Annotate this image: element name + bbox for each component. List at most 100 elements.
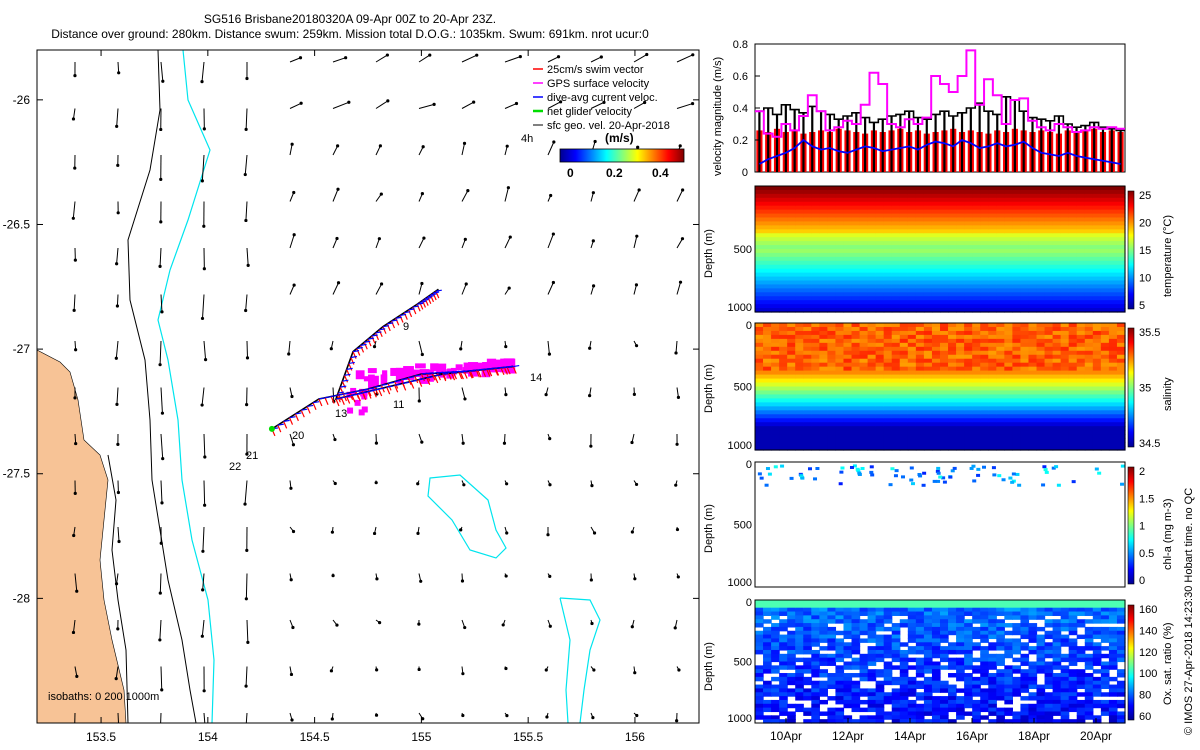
temperature-cell bbox=[1044, 300, 1054, 305]
temperature-cell bbox=[883, 197, 893, 203]
salinity-cell bbox=[923, 402, 933, 407]
oxygen-cell bbox=[1012, 711, 1022, 716]
salinity-cell bbox=[940, 323, 949, 328]
geo-vector-head bbox=[114, 677, 118, 681]
oxygen-cell bbox=[1020, 607, 1030, 613]
salinity-cell bbox=[1004, 418, 1013, 423]
temperature-cell bbox=[1036, 260, 1046, 266]
oxygen-cell bbox=[843, 676, 853, 682]
temperature-cell bbox=[1100, 308, 1110, 313]
geo-vector-head bbox=[588, 346, 592, 350]
oxygen-cell bbox=[948, 719, 957, 724]
temperature-cell bbox=[755, 217, 764, 223]
salinity-cell bbox=[1044, 330, 1054, 336]
geo-vector-head bbox=[292, 190, 296, 195]
salinity-cell bbox=[988, 434, 997, 439]
salinity-colorbar bbox=[1127, 327, 1135, 448]
swim-vector bbox=[426, 377, 431, 386]
temperature-cell bbox=[1100, 280, 1110, 286]
temperature-cell bbox=[1084, 221, 1094, 226]
salinity-cell bbox=[835, 334, 845, 340]
swim-vector bbox=[420, 373, 425, 382]
geo-vector-head bbox=[117, 539, 121, 544]
temperature-cell bbox=[1108, 197, 1118, 203]
oxygen-cell bbox=[907, 692, 917, 697]
temperature-cell bbox=[1012, 229, 1022, 234]
oxygen-cell bbox=[835, 699, 845, 705]
geo-vector bbox=[289, 102, 302, 109]
oxygen-cell bbox=[883, 699, 893, 705]
salinity-cell bbox=[795, 366, 804, 372]
temperature-cell bbox=[851, 193, 861, 199]
salinity-cell bbox=[795, 398, 804, 403]
salinity-cell bbox=[755, 434, 764, 439]
geo-vector-head bbox=[73, 491, 77, 495]
salinity-cell bbox=[1060, 382, 1070, 388]
salinity-cell bbox=[899, 323, 909, 328]
salinity-cell bbox=[891, 346, 901, 352]
temperature-cell bbox=[803, 252, 812, 258]
map-legend: 25cm/s swim vector GPS surface velocity … bbox=[521, 64, 685, 180]
oxygen-cell bbox=[964, 665, 973, 670]
gps-velocity-patch bbox=[355, 370, 365, 380]
salinity-cell bbox=[771, 342, 780, 348]
salinity-cell bbox=[1060, 410, 1070, 415]
temperature-cbar-tick: 5 bbox=[1139, 300, 1145, 312]
salinity-cell bbox=[859, 370, 869, 376]
temperature-cell bbox=[1092, 186, 1102, 191]
geo-vector bbox=[676, 54, 694, 63]
oxygen-cell bbox=[964, 699, 973, 705]
salinity-cell bbox=[915, 366, 925, 372]
oxygen-cell bbox=[843, 673, 853, 678]
salinity-cell bbox=[771, 402, 780, 407]
temperature-cell bbox=[940, 304, 949, 309]
temperature-cell bbox=[787, 221, 796, 226]
temperature-cell bbox=[1036, 264, 1046, 270]
oxygen-cell bbox=[996, 600, 1005, 605]
temperature-cell bbox=[803, 197, 812, 203]
swim-vector bbox=[324, 397, 329, 405]
oxygen-cell bbox=[851, 719, 861, 724]
temperature-cell bbox=[1076, 256, 1086, 262]
temperature-cell bbox=[899, 268, 909, 274]
salinity-cell bbox=[819, 350, 828, 356]
oxygen-cell bbox=[988, 703, 997, 709]
swim-vector bbox=[503, 367, 508, 375]
salinity-cell bbox=[1036, 398, 1046, 403]
salinity-cell bbox=[956, 386, 965, 392]
temperature-cell bbox=[1076, 217, 1086, 223]
current-vector bbox=[417, 302, 424, 305]
current-vector bbox=[338, 391, 345, 394]
salinity-cell bbox=[835, 326, 845, 332]
geo-vector-head bbox=[72, 533, 76, 538]
geo-vector-head bbox=[290, 718, 294, 722]
temperature-cell bbox=[835, 205, 845, 211]
salinity-cell bbox=[907, 323, 917, 328]
salinity-cell bbox=[923, 366, 933, 372]
temperature-cell bbox=[996, 272, 1005, 278]
current-vector bbox=[414, 374, 421, 377]
temperature-cell bbox=[980, 186, 989, 191]
temperature-cell bbox=[779, 189, 788, 195]
temperature-cell bbox=[931, 308, 941, 313]
temperature-cell bbox=[1060, 264, 1070, 270]
temperature-cell bbox=[851, 237, 861, 242]
oxygen-cell bbox=[1068, 684, 1078, 690]
oxygen-cell bbox=[1036, 634, 1046, 640]
salinity-cell bbox=[964, 378, 973, 384]
chla-sample bbox=[909, 478, 914, 482]
oxygen-cell bbox=[1052, 661, 1062, 666]
temperature-cell bbox=[1060, 225, 1070, 230]
temperature-cell bbox=[907, 237, 917, 242]
oxygen-cell bbox=[1068, 699, 1078, 705]
salinity-cell bbox=[875, 346, 885, 352]
oxygen-cell bbox=[875, 680, 885, 686]
oxygen-cell bbox=[803, 603, 812, 609]
temperature-cell bbox=[851, 205, 861, 211]
temperature-cell bbox=[988, 249, 997, 254]
current-vector bbox=[301, 408, 308, 411]
salinity-cell bbox=[1116, 354, 1126, 360]
salinity-cell bbox=[964, 438, 973, 443]
salinity-cell bbox=[851, 350, 861, 356]
salinity-cell bbox=[803, 362, 812, 368]
